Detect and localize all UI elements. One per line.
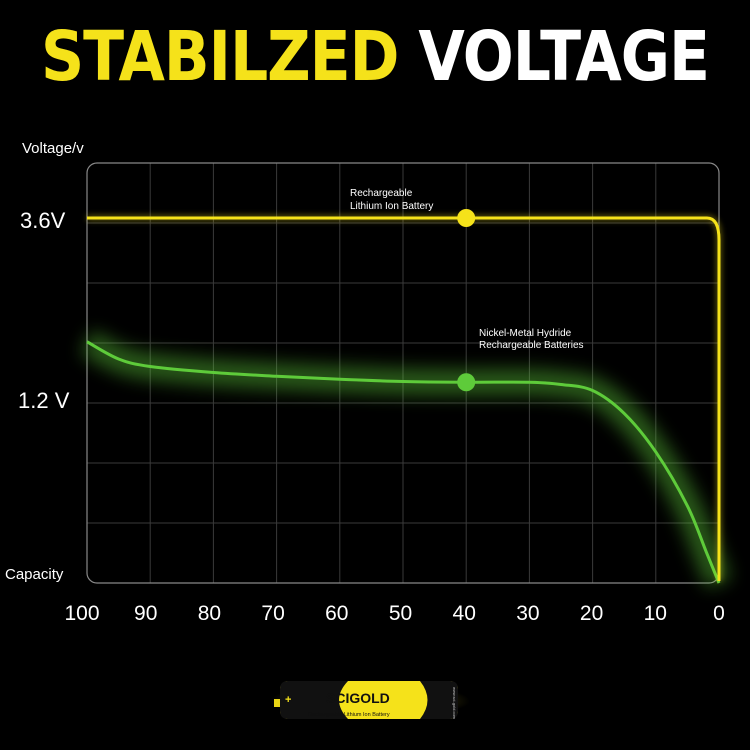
- battery-plus-sign: +: [285, 694, 291, 706]
- x-tick-label: 0: [713, 602, 725, 625]
- series-label-lithium-line2: Lithium Ion Battery: [350, 201, 433, 212]
- x-tick-label: 50: [389, 602, 412, 625]
- x-tick-label: 10: [644, 602, 667, 625]
- battery-illustration: + SCIGOLD Rechargeable Lithium Ion Batte…: [270, 681, 470, 720]
- series-label-nimh-line1: Nickel-Metal Hydride: [479, 328, 572, 339]
- nimh-series-marker: [457, 373, 476, 392]
- y-axis-label: Voltage/v: [22, 140, 84, 157]
- battery-terminal: [274, 699, 280, 707]
- battery-black-cap: [420, 681, 458, 719]
- x-tick-label: 60: [325, 602, 348, 625]
- x-tick-label: 30: [516, 602, 539, 625]
- lithium-series-marker: [457, 209, 476, 227]
- series-label-lithium: Rechargeable Lithium Ion Battery: [350, 188, 433, 212]
- series-label-nimh: Nickel-Metal Hydride Rechargeable Batter…: [479, 328, 584, 351]
- nimh-series-line: [86, 340, 721, 584]
- x-tick-label: 70: [261, 602, 284, 625]
- title-word-stabilized: STABILZED: [40, 16, 400, 98]
- x-tick-label: 40: [453, 602, 476, 625]
- x-tick-label: 90: [134, 602, 157, 625]
- y-tick-label-high: 3.6V: [20, 208, 66, 233]
- title-word-voltage: VOLTAGE: [418, 16, 710, 98]
- battery-caption: Rechargeable Lithium Ion Battery: [308, 712, 390, 718]
- battery-black-band: [280, 681, 348, 719]
- x-tick-label: 100: [64, 602, 99, 625]
- series-label-nimh-line2: Rechargeable Batteries: [479, 340, 584, 351]
- y-tick-label-low: 1.2 V: [18, 388, 70, 413]
- x-tick-label: 80: [198, 602, 221, 625]
- series-label-lithium-line1: Rechargeable: [350, 188, 413, 199]
- lithium-series-line: [87, 216, 721, 581]
- battery-url: www.sci-gold.com: [452, 687, 457, 720]
- x-tick-label: 20: [580, 602, 603, 625]
- page-title: STABILZED VOLTAGE: [0, 17, 750, 98]
- x-axis-label: Capacity: [5, 566, 64, 583]
- battery-brand: SCIGOLD: [326, 690, 390, 706]
